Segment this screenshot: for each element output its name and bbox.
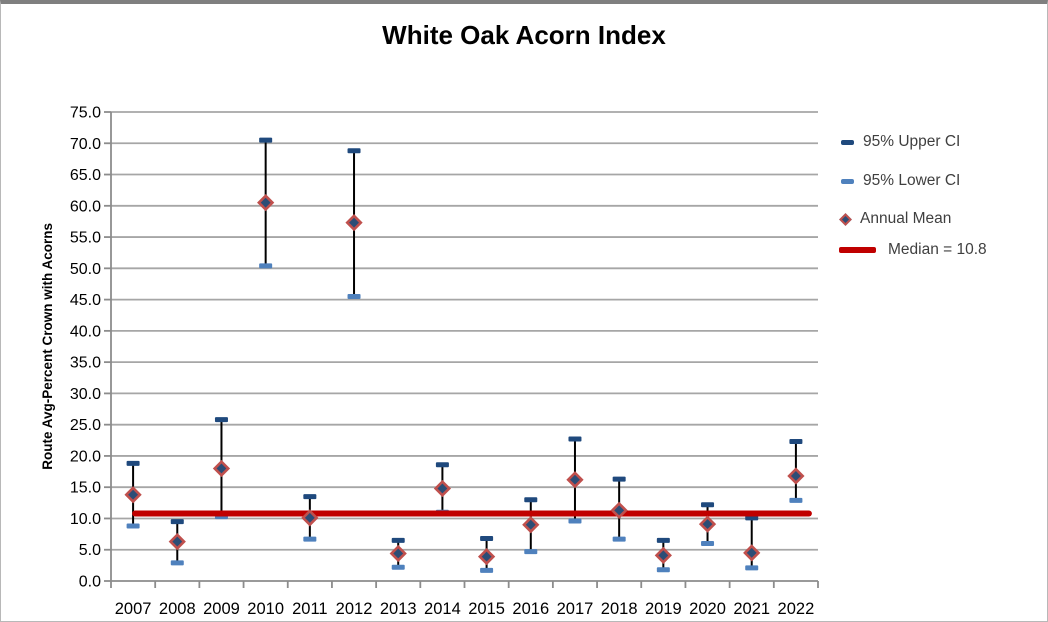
mean-marker-2011 <box>301 509 319 527</box>
mean-marker-2007 <box>124 486 142 504</box>
x-tick-label: 2019 <box>645 600 682 618</box>
x-tick-label: 2009 <box>203 600 240 618</box>
upper-ci-cap-2020 <box>701 502 715 508</box>
mean-marker-2015 <box>477 547 496 566</box>
mean-marker-2013 <box>389 544 407 563</box>
lower-ci-cap-2013 <box>391 564 405 570</box>
x-tick-label: 2011 <box>292 600 327 618</box>
upper-ci-dash-icon <box>841 139 854 145</box>
chart-canvas: 0.0 5.0 10.0 15.0 20.0 25.0 30.0 35.0 40.0 45.0 50… <box>70 105 819 618</box>
x-tick-label: 2021 <box>733 600 770 618</box>
upper-ci-cap-2022 <box>789 439 803 445</box>
mean-marker-2018 <box>610 501 628 519</box>
lower-ci-cap-2011 <box>303 536 317 542</box>
median-line-icon <box>839 247 876 253</box>
mean-diamond-icon <box>839 212 852 226</box>
y-tick-label: 5.0 <box>79 542 101 559</box>
upper-ci-cap-2011 <box>303 494 317 500</box>
legend-label-median: Median = 10.8 <box>888 241 987 258</box>
x-tick-label: 2016 <box>512 600 549 618</box>
legend-item-median: Median = 10.8 <box>839 241 987 259</box>
legend-item-annual-mean: Annual Mean <box>839 210 951 228</box>
mean-marker-2014 <box>433 479 452 498</box>
mean-marker-2020 <box>698 515 717 533</box>
mean-marker-2010 <box>257 194 275 212</box>
mean-marker-2012 <box>345 214 363 232</box>
y-tick-label: 35.0 <box>70 355 101 372</box>
y-tick-label: 75.0 <box>70 105 101 122</box>
chart-title: White Oak Acorn Index <box>382 20 666 50</box>
x-tick-label: 2015 <box>468 600 505 618</box>
y-tick-label: 70.0 <box>70 136 101 153</box>
y-tick-label: 65.0 <box>70 167 101 184</box>
y-tick-label: 55.0 <box>70 230 101 247</box>
x-tick-label: 2007 <box>115 600 152 618</box>
y-tick-label: 10.0 <box>70 511 101 528</box>
upper-ci-cap-2018 <box>612 476 626 482</box>
upper-ci-cap-2008 <box>170 519 184 525</box>
y-tick-label: 30.0 <box>70 386 101 403</box>
upper-ci-cap-2010 <box>259 137 273 143</box>
upper-ci-cap-2017 <box>568 436 582 442</box>
x-tick-label: 2013 <box>380 600 417 618</box>
mean-marker-2022 <box>787 467 805 485</box>
legend-label-upper-ci: 95% Upper CI <box>863 133 961 150</box>
y-tick-label: 45.0 <box>70 292 101 309</box>
y-tick-label: 20.0 <box>70 448 101 465</box>
upper-ci-cap-2009 <box>214 417 228 423</box>
upper-ci-cap-2014 <box>435 462 449 468</box>
legend-label-lower-ci: 95% Lower CI <box>863 172 961 189</box>
upper-ci-cap-2015 <box>480 535 494 541</box>
mean-marker-2008 <box>168 532 186 551</box>
lower-ci-cap-2016 <box>524 549 538 555</box>
lower-ci-dash-icon <box>841 178 854 184</box>
upper-ci-cap-2021 <box>745 515 759 521</box>
lower-ci-cap-2018 <box>612 536 626 542</box>
upper-ci-cap-2012 <box>347 148 361 154</box>
lower-ci-cap-2021 <box>745 565 759 571</box>
x-tick-label: 2010 <box>247 600 284 618</box>
mean-marker-2019 <box>654 546 672 564</box>
y-tick-label: 25.0 <box>70 417 101 434</box>
x-tick-label: 2022 <box>778 600 815 618</box>
x-tick-label: 2008 <box>159 600 196 618</box>
legend-label-annual-mean: Annual Mean <box>860 210 952 227</box>
lower-ci-cap-2020 <box>701 540 715 546</box>
lower-ci-cap-2019 <box>656 567 670 573</box>
mean-marker-2017 <box>566 471 584 489</box>
lower-ci-cap-2012 <box>347 293 361 299</box>
mean-marker-2016 <box>522 516 540 534</box>
mean-marker-2021 <box>743 544 761 562</box>
upper-ci-cap-2007 <box>126 460 140 466</box>
upper-ci-cap-2013 <box>391 537 405 543</box>
y-tick-label: 0.0 <box>79 574 101 591</box>
legend-item-lower-ci: 95% Lower CI <box>841 172 960 190</box>
y-tick-label: 60.0 <box>70 198 101 215</box>
x-tick-label: 2014 <box>424 600 461 618</box>
lower-ci-cap-2017 <box>568 518 582 524</box>
x-tick-label: 2017 <box>557 600 594 618</box>
lower-ci-cap-2010 <box>259 263 273 269</box>
lower-ci-cap-2022 <box>789 497 803 503</box>
x-tick-label: 2018 <box>601 600 638 618</box>
upper-ci-cap-2019 <box>656 537 670 543</box>
mean-marker-2009 <box>212 459 231 478</box>
y-tick-label: 50.0 <box>70 261 101 278</box>
upper-ci-cap-2016 <box>524 497 538 503</box>
legend-item-upper-ci: 95% Upper CI <box>841 133 960 151</box>
y-tick-label: 15.0 <box>70 480 101 497</box>
x-tick-label: 2020 <box>689 600 726 618</box>
x-tick-label: 2012 <box>336 600 373 618</box>
lower-ci-cap-2007 <box>126 523 140 529</box>
y-tick-label: 40.0 <box>70 323 101 340</box>
lower-ci-cap-2015 <box>480 567 494 573</box>
lower-ci-cap-2008 <box>170 560 184 566</box>
